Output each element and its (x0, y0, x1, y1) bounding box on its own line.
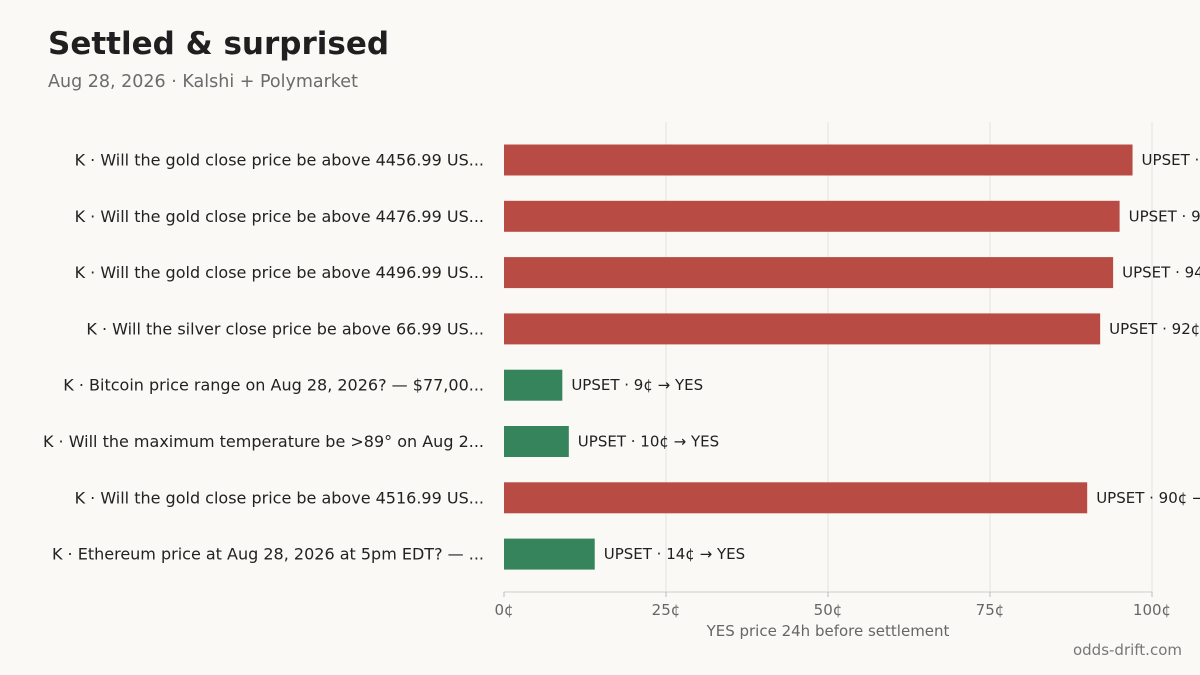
x-tick-label: 0¢ (494, 601, 513, 619)
x-tick-label: 100¢ (1133, 601, 1171, 619)
chart-title: Settled & surprised (48, 26, 390, 62)
grid-lines (665, 122, 1153, 592)
bar-value-label: UPSET · 9¢ → YES (571, 376, 703, 394)
category-labels: K · Will the gold close price be above 4… (43, 151, 484, 564)
category-label: K · Will the gold close price be above 4… (75, 207, 484, 226)
x-tick-label: 25¢ (652, 601, 681, 619)
bar (504, 313, 1101, 345)
category-label: K · Will the maximum temperature be >89°… (43, 432, 484, 451)
bar-value-label: UPSET · 92¢ → NO (1109, 320, 1200, 338)
bar-value-label: UPSET · 90¢ → NO (1096, 489, 1200, 507)
bar-value-label: UPSET · 14¢ → YES (604, 545, 745, 563)
bars: UPSET · 97¢ → NO UPSET · 95¢ → NO UPSET · … (504, 144, 1200, 570)
bar-value-label: UPSET · 10¢ → YES (578, 433, 719, 451)
bar (504, 426, 569, 457)
bar-value-label: UPSET · 94¢ → NO (1122, 264, 1200, 282)
source-footer: odds-drift.com (1072, 641, 1182, 659)
chart-subtitle: Aug 28, 2026 · Kalshi + Polymarket (48, 72, 358, 92)
bar (504, 369, 563, 401)
category-label: K · Will the gold close price be above 4… (75, 151, 484, 170)
x-tick-label: 50¢ (814, 601, 843, 619)
x-axis-title: YES price 24h before settlement (706, 622, 950, 640)
bar (504, 482, 1088, 514)
category-label: K · Will the silver close price be above… (86, 319, 484, 338)
category-label: K · Will the gold close price be above 4… (75, 263, 484, 282)
bar (504, 144, 1133, 176)
category-label: K · Will the gold close price be above 4… (75, 488, 484, 507)
bar-value-label: UPSET · 95¢ → NO (1129, 207, 1200, 225)
bar-value-label: UPSET · 97¢ → NO (1142, 151, 1200, 169)
bar (504, 538, 595, 570)
x-tick-label: 75¢ (976, 601, 1005, 619)
bar (504, 257, 1114, 289)
category-label: K · Ethereum price at Aug 28, 2026 at 5p… (52, 545, 484, 564)
category-label: K · Bitcoin price range on Aug 28, 2026?… (63, 376, 484, 395)
x-axis: 0¢ 25¢ 50¢ 75¢ 100¢ YES price 24h before sett… (494, 591, 1171, 640)
bar (504, 200, 1120, 232)
